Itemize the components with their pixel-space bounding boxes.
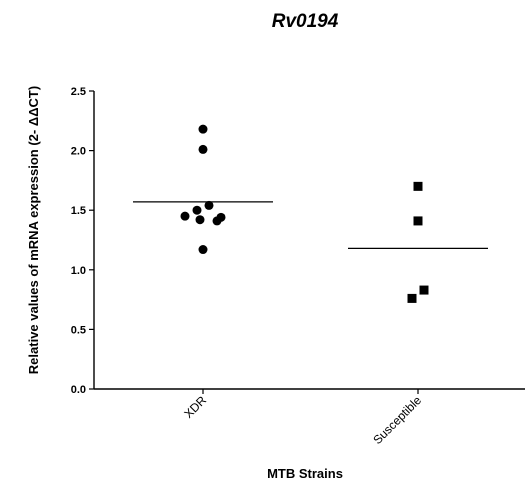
data-point xyxy=(413,181,423,191)
y-tick-label: 1.5 xyxy=(71,205,86,217)
data-point xyxy=(204,200,214,210)
chart-title: Rv0194 xyxy=(272,11,339,32)
data-point xyxy=(198,245,208,255)
data-point xyxy=(413,216,423,226)
data-point xyxy=(212,216,222,226)
data-marks xyxy=(133,124,488,303)
y-tick-label: 2.5 xyxy=(71,86,86,98)
x-tick-label: Susceptible xyxy=(370,393,424,447)
y-tick-label: 1.0 xyxy=(71,265,86,277)
data-point xyxy=(419,285,429,295)
data-point xyxy=(407,293,417,303)
data-point xyxy=(195,215,205,225)
y-tick-label: 0.0 xyxy=(71,384,86,396)
data-point xyxy=(180,211,190,221)
data-point xyxy=(198,124,208,134)
data-point xyxy=(198,144,208,154)
y-tick-label: 2.0 xyxy=(71,146,86,158)
axes: 0.0 0.5 1.0 1.5 2.0 2.5 XDR Susceptible xyxy=(71,86,525,447)
x-tick-label: XDR xyxy=(181,393,209,421)
data-point xyxy=(192,205,202,215)
x-axis-label: MTB Strains xyxy=(267,466,343,481)
y-tick-label: 0.5 xyxy=(71,324,86,336)
y-axis-label: Relative values of mRNA expression (2- Δ… xyxy=(26,86,41,374)
